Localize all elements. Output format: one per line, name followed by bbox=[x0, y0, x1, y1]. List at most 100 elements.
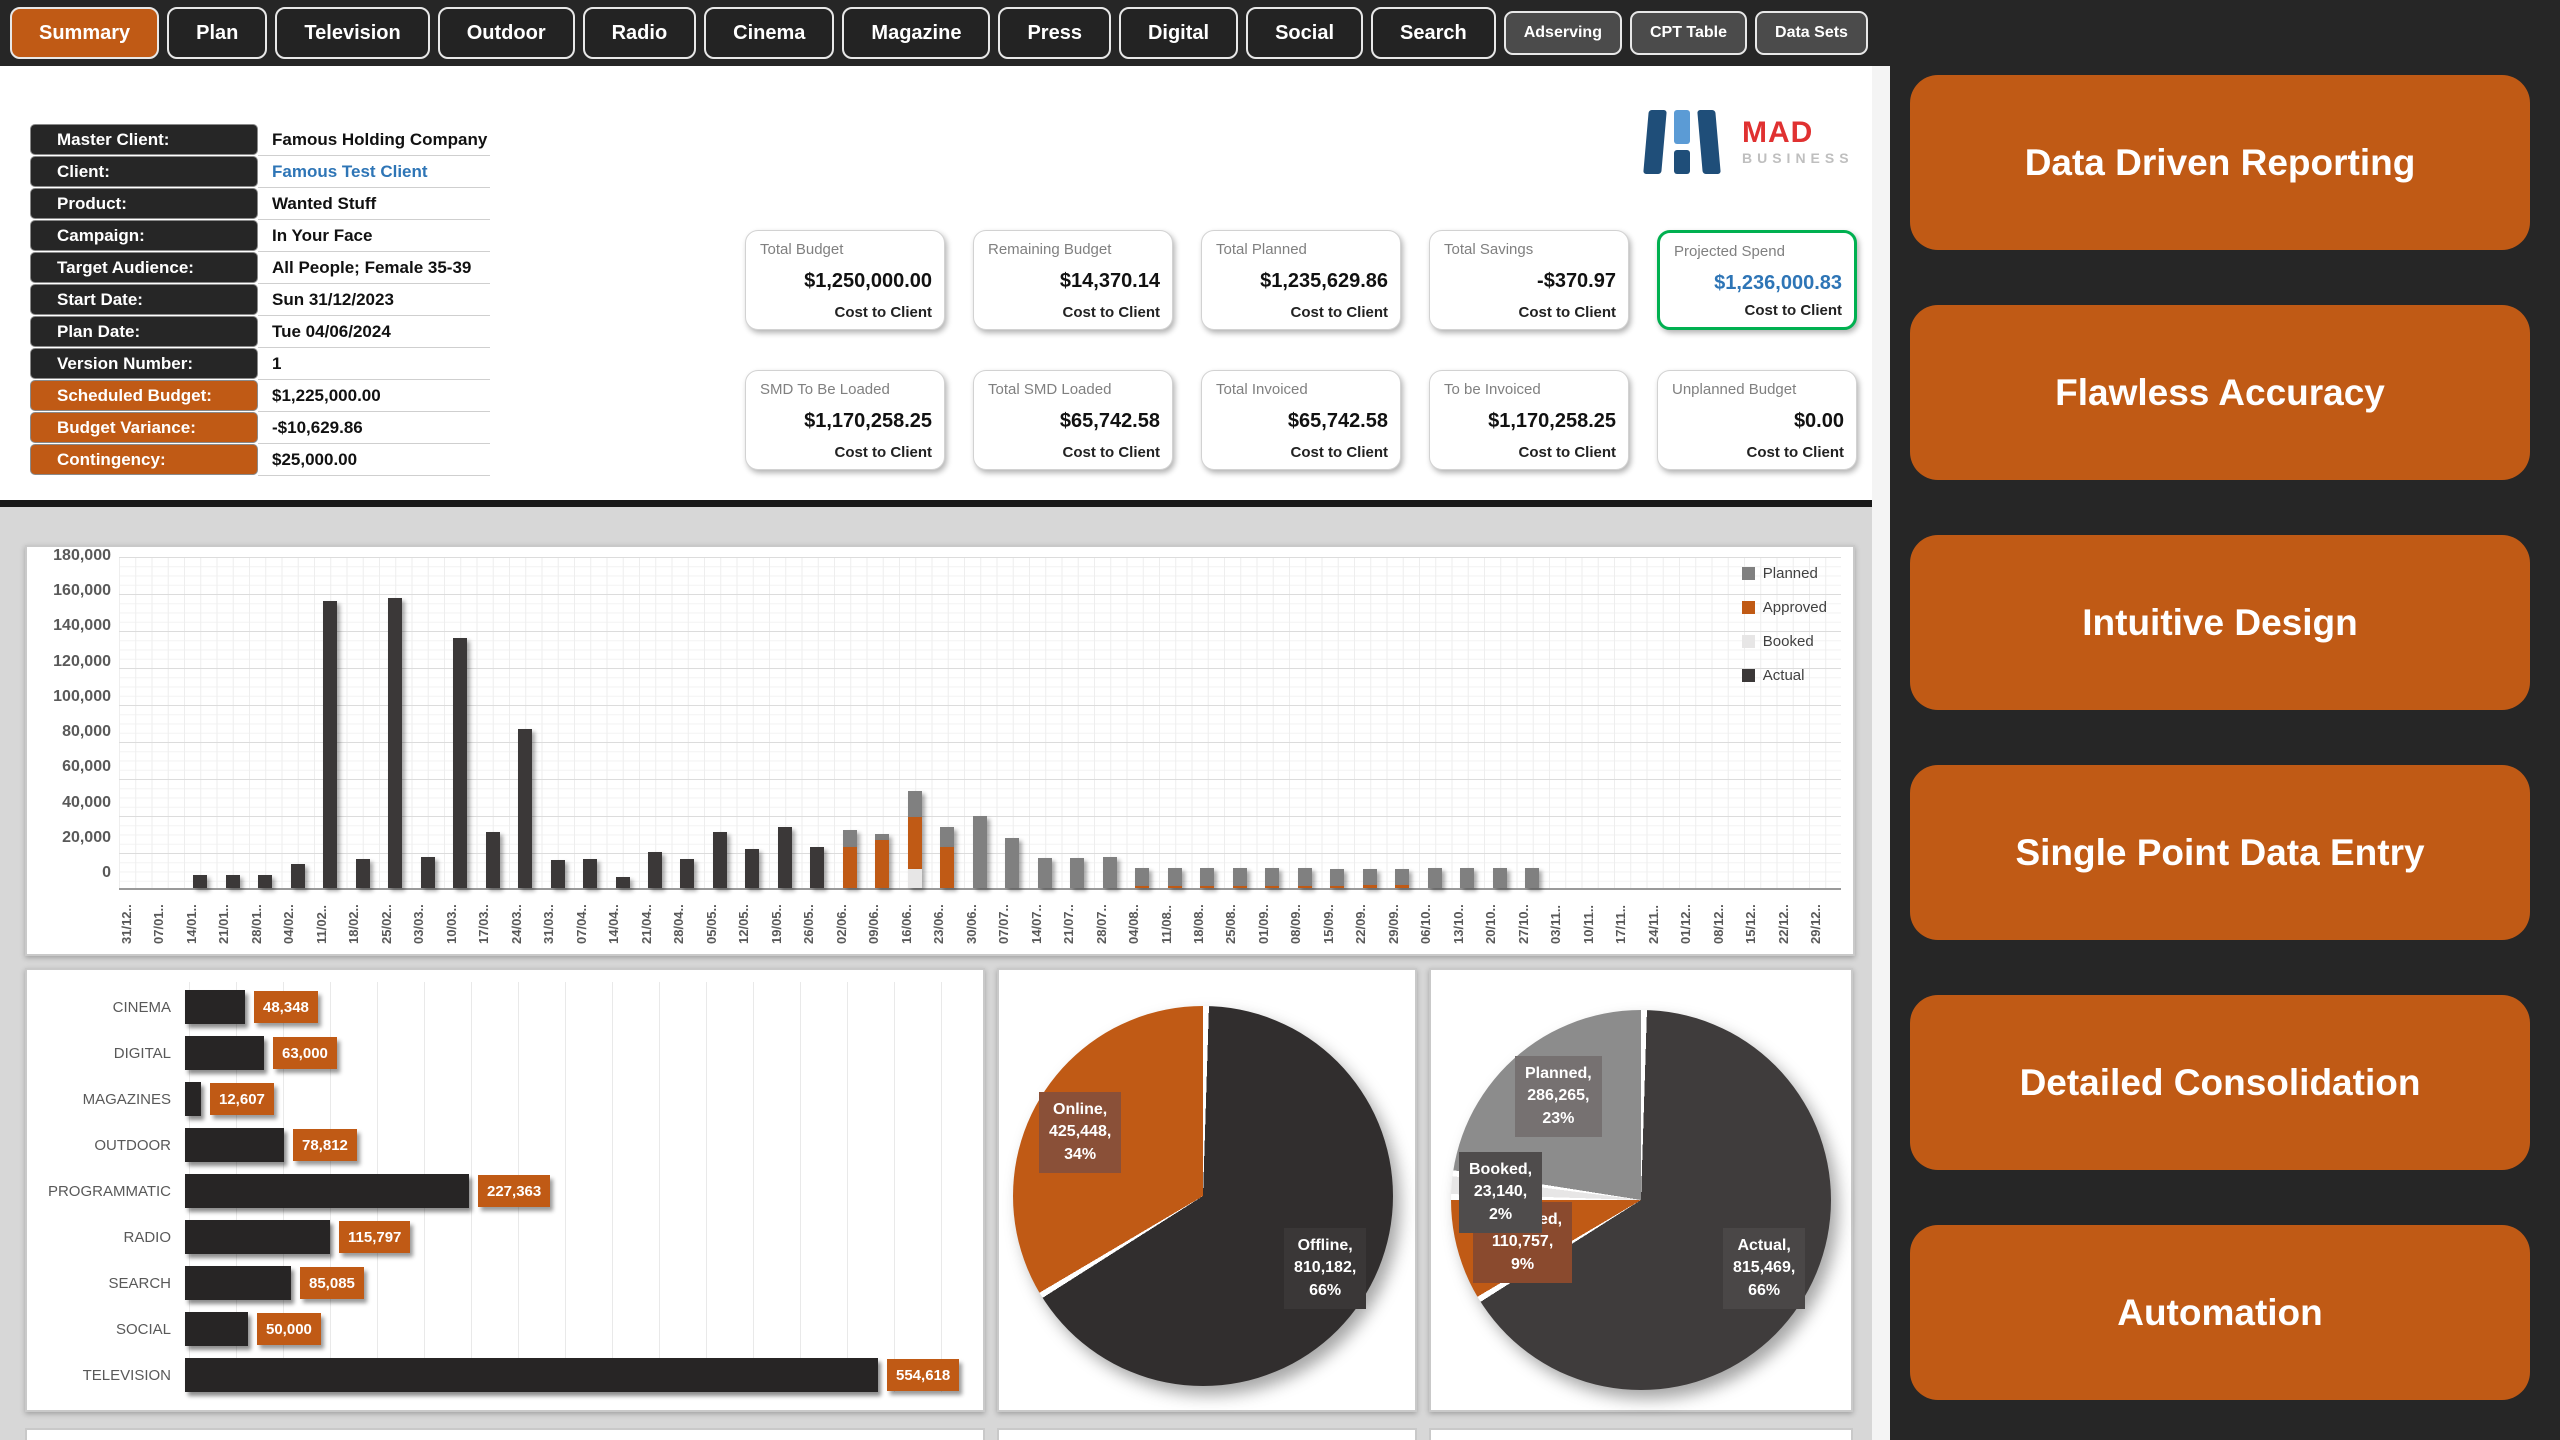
sidebar-button-single-point-data-entry[interactable]: Single Point Data Entry bbox=[1910, 765, 2530, 940]
bar-segment-actual bbox=[420, 857, 435, 888]
sidebar-button-flawless-accuracy[interactable]: Flawless Accuracy bbox=[1910, 305, 2530, 480]
bar-slot bbox=[1061, 557, 1093, 888]
stacked-bar bbox=[1200, 868, 1215, 888]
info-value: -$10,629.86 bbox=[258, 412, 490, 444]
status-pie-panel: Actual, 815,469, 66%Approved, 110,757, 9… bbox=[1429, 968, 1853, 1412]
tab-radio[interactable]: Radio bbox=[582, 7, 697, 59]
stacked-bar bbox=[875, 834, 890, 888]
tab-digital[interactable]: Digital bbox=[1118, 7, 1239, 59]
tab-data-sets[interactable]: Data Sets bbox=[1755, 11, 1868, 55]
stacked-bar bbox=[420, 857, 435, 888]
kpi-card-total-smd-loaded: Total SMD Loaded $65,742.58 Cost to Client bbox=[973, 370, 1173, 470]
media-bar-track: 50,000 bbox=[185, 1312, 973, 1346]
bar-segment-actual bbox=[453, 638, 468, 888]
bar-segment-approved bbox=[875, 840, 890, 888]
x-axis-labels: 31/12.. 07/01.. 14/01.. 21/01.. 28/01.. 04/02… bbox=[119, 897, 1841, 953]
bar-slot bbox=[216, 557, 248, 888]
tab-adserving[interactable]: Adserving bbox=[1503, 11, 1622, 55]
kpi-card-remaining-budget: Remaining Budget $14,370.14 Cost to Client bbox=[973, 230, 1173, 330]
bar-segment-planned bbox=[1362, 869, 1377, 885]
bar-segment-actual bbox=[485, 832, 500, 888]
legend-item-actual: Actual bbox=[1741, 667, 1827, 684]
bar-slot bbox=[1418, 557, 1450, 888]
stacked-bar bbox=[1525, 868, 1540, 888]
tab-summary[interactable]: Summary bbox=[10, 7, 160, 59]
y-axis: 180,000 160,000 140,000 120,000 100,000 80,00… bbox=[33, 548, 111, 882]
stacked-bar bbox=[1395, 869, 1410, 888]
tab-search[interactable]: Search bbox=[1371, 7, 1496, 59]
bar-segment-actual bbox=[647, 852, 662, 888]
bar-slot bbox=[866, 557, 898, 888]
tab-outdoor[interactable]: Outdoor bbox=[437, 7, 575, 59]
media-bar bbox=[185, 990, 245, 1024]
bar-segment-planned bbox=[1167, 868, 1182, 886]
stacked-bar bbox=[1037, 858, 1052, 888]
media-bar bbox=[185, 1036, 264, 1070]
bar-slot bbox=[964, 557, 996, 888]
kpi-value: $65,742.58 bbox=[1059, 410, 1160, 432]
kpi-title: Total Budget bbox=[760, 241, 844, 258]
info-row-product: Product: Wanted Stuff bbox=[30, 188, 490, 220]
tab-cpt-table[interactable]: CPT Table bbox=[1629, 11, 1748, 55]
stacked-bar bbox=[355, 859, 370, 888]
x-axis-label: 29/12.. bbox=[1808, 904, 1824, 944]
bar-slot bbox=[1646, 557, 1678, 888]
x-axis-label: 25/08.. bbox=[1223, 904, 1239, 944]
info-row-scheduled-budget: Scheduled Budget: $1,225,000.00 bbox=[30, 380, 490, 412]
x-axis-label: 08/09.. bbox=[1288, 904, 1304, 944]
media-bar-value: 12,607 bbox=[210, 1083, 274, 1115]
tab-plan[interactable]: Plan bbox=[167, 7, 268, 59]
sidebar-button-data-driven-reporting[interactable]: Data Driven Reporting bbox=[1910, 75, 2530, 250]
kpi-sublabel: Cost to Client bbox=[1518, 444, 1617, 461]
media-row-television: TELEVISION 554,618 bbox=[37, 1352, 973, 1398]
x-axis-label: 11/08.. bbox=[1158, 904, 1174, 944]
mad-logo-icon bbox=[1640, 108, 1728, 176]
x-axis-label: 14/07.. bbox=[1028, 904, 1044, 944]
kpi-value: $0.00 bbox=[1793, 410, 1844, 432]
bar-slot bbox=[1581, 557, 1613, 888]
kpi-title: Total Invoiced bbox=[1216, 381, 1308, 398]
pie-label-offline: Offline, 810,182, 66% bbox=[1284, 1228, 1367, 1310]
bar-slot bbox=[184, 557, 216, 888]
bar-slot bbox=[1094, 557, 1126, 888]
bar-segment-planned bbox=[1102, 857, 1117, 888]
stacked-bar bbox=[290, 864, 305, 888]
bar-segment-approved bbox=[1135, 886, 1150, 888]
bar-segment-planned bbox=[1232, 868, 1247, 886]
next-section-panel bbox=[1429, 1428, 1853, 1440]
pie-label-online: Online, 425,448, 34% bbox=[1039, 1092, 1122, 1174]
info-label: Plan Date: bbox=[30, 316, 258, 347]
media-category-label: TELEVISION bbox=[82, 1366, 171, 1384]
bar-segment-approved bbox=[1232, 886, 1247, 888]
media-bar-track: 63,000 bbox=[185, 1036, 973, 1070]
bar-slot bbox=[704, 557, 736, 888]
media-rows: CINEMA 48,348 DIGITAL 63,000 MAGAZINES 12,607… bbox=[37, 984, 973, 1398]
pie-label-planned: Planned, 286,265, 23% bbox=[1515, 1056, 1602, 1138]
media-bar-track: 12,607 bbox=[185, 1082, 973, 1116]
media-bar-track: 227,363 bbox=[185, 1174, 973, 1208]
info-label: Product: bbox=[30, 188, 258, 219]
kpi-value: $65,742.58 bbox=[1287, 410, 1388, 432]
bar-segment-planned bbox=[972, 816, 987, 888]
sidebar-button-automation[interactable]: Automation bbox=[1910, 1225, 2530, 1400]
kpi-title: Projected Spend bbox=[1674, 243, 1785, 260]
tab-television[interactable]: Television bbox=[275, 7, 430, 59]
info-value[interactable]: Famous Test Client bbox=[258, 156, 490, 188]
bar-slot bbox=[119, 557, 151, 888]
tab-social[interactable]: Social bbox=[1246, 7, 1363, 59]
stacked-bar bbox=[1265, 868, 1280, 888]
tab-press[interactable]: Press bbox=[998, 7, 1111, 59]
tab-magazine[interactable]: Magazine bbox=[842, 7, 991, 59]
info-value: $25,000.00 bbox=[258, 444, 490, 476]
bar-segment-planned bbox=[1200, 868, 1215, 886]
info-value: In Your Face bbox=[258, 220, 490, 252]
stacked-bar bbox=[225, 875, 240, 888]
sidebar-button-intuitive-design[interactable]: Intuitive Design bbox=[1910, 535, 2530, 710]
bar-slot bbox=[574, 557, 606, 888]
bar-slot bbox=[606, 557, 638, 888]
bar-segment-planned bbox=[1460, 868, 1475, 888]
tab-cinema[interactable]: Cinema bbox=[704, 7, 835, 59]
sidebar-button-detailed-consolidation[interactable]: Detailed Consolidation bbox=[1910, 995, 2530, 1170]
stacked-bar bbox=[1492, 868, 1507, 888]
